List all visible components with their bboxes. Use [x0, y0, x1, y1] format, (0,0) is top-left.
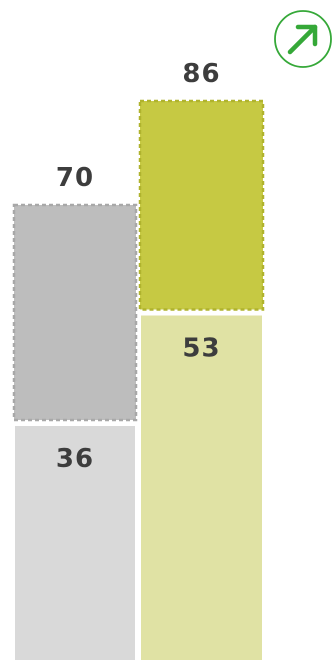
- bar-group-right: 86 53: [138, 59, 265, 660]
- bar-right-base-label: 53: [182, 334, 220, 364]
- bar-left-base-segment: [15, 426, 135, 660]
- bar-left-total-label: 70: [56, 163, 94, 193]
- up-arrow-icon: [274, 10, 332, 68]
- bar-left-base-label: 36: [56, 444, 94, 474]
- bar-right-total-label: 86: [182, 59, 220, 89]
- bar-right-total-segment: [138, 99, 265, 311]
- bar-group-left: 70 36: [12, 163, 138, 660]
- bar-left-total-segment: [12, 203, 138, 422]
- bar-right-base-segment: [141, 315, 262, 660]
